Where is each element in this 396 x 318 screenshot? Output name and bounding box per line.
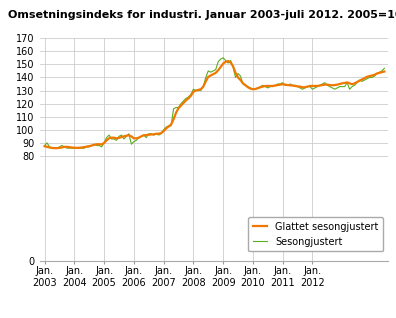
Legend: Glattet sesongjustert, Sesongjustert: Glattet sesongjustert, Sesongjustert [248,217,383,252]
Text: Omsetningsindeks for industri. Januar 2003-juli 2012. 2005=100: Omsetningsindeks for industri. Januar 20… [8,10,396,19]
